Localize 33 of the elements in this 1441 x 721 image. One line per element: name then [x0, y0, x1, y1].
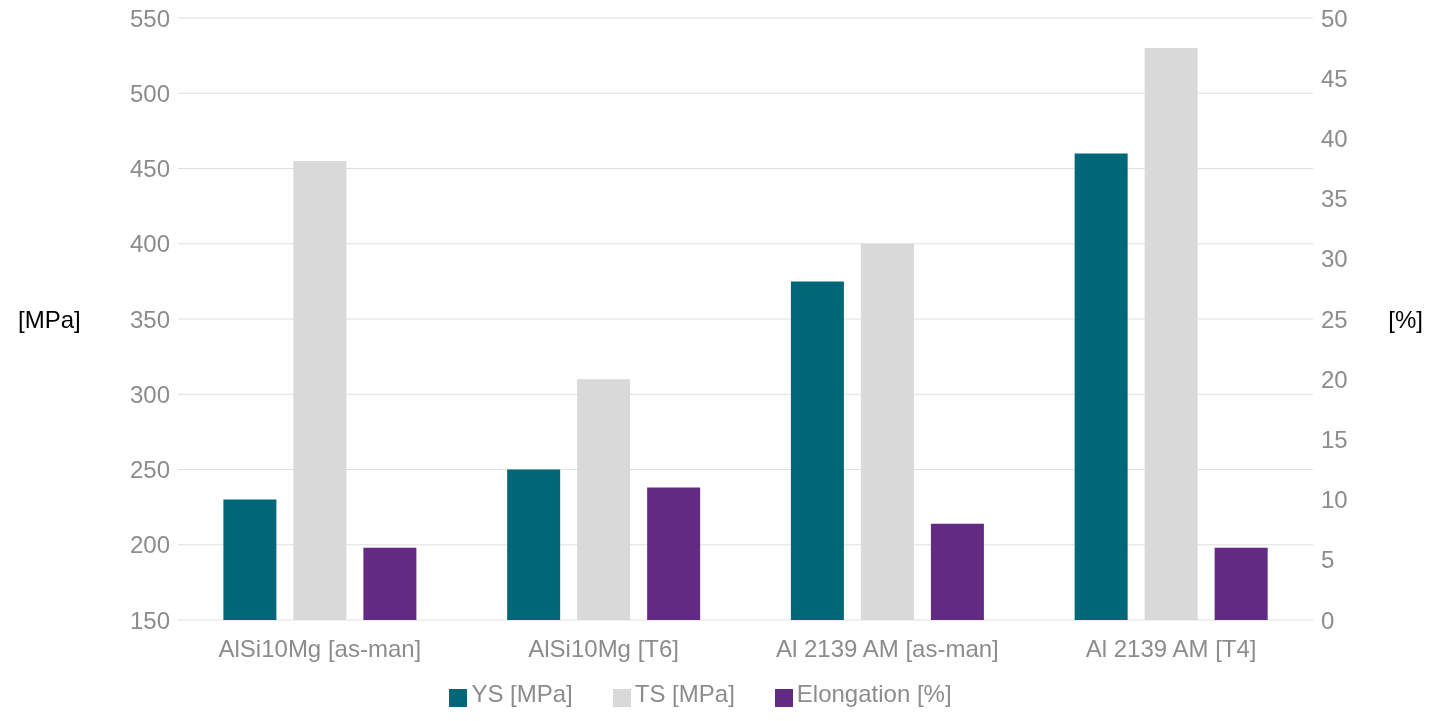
y-axis-title: [MPa] — [18, 305, 81, 333]
y2-tick-label: 50 — [1321, 4, 1348, 32]
y-tick-label: 400 — [129, 230, 170, 258]
y2-tick-label: 40 — [1321, 124, 1348, 152]
y2-tick-label: 15 — [1321, 425, 1348, 453]
bar — [647, 487, 701, 620]
y2-tick-label: 45 — [1321, 64, 1348, 92]
x-tick-label: AlSi10Mg [T6] — [528, 635, 679, 663]
y-tick-label: 150 — [129, 606, 170, 634]
bar — [930, 523, 984, 620]
y2-tick-label: 0 — [1321, 606, 1335, 634]
y-tick-label: 250 — [129, 456, 170, 484]
y2-tick-label: 30 — [1321, 245, 1348, 273]
y2-tick-label: 25 — [1321, 305, 1348, 333]
y-tick-label: 450 — [129, 155, 170, 183]
legend-label: Elongation [%] — [796, 680, 952, 707]
y-tick-label: 350 — [129, 305, 170, 333]
y-tick-label: 300 — [129, 380, 170, 408]
y2-tick-label: 5 — [1321, 546, 1335, 574]
bar — [1214, 547, 1268, 620]
x-tick-label: Al 2139 AM [T4] — [1085, 635, 1257, 663]
y2-axis-title: [%] — [1388, 305, 1423, 333]
y2-tick-label: 35 — [1321, 185, 1348, 213]
x-tick-label: AlSi10Mg [as-man] — [218, 635, 422, 663]
legend-label: TS [MPa] — [634, 680, 735, 707]
y2-tick-label: 10 — [1321, 486, 1348, 514]
y-tick-label: 500 — [129, 79, 170, 107]
legend-label: YS [MPa] — [471, 680, 573, 707]
bar — [363, 547, 417, 620]
y2-tick-label: 20 — [1321, 365, 1348, 393]
y-tick-label: 200 — [129, 531, 170, 559]
y-tick-label: 550 — [129, 4, 170, 32]
x-tick-label: Al 2139 AM [as-man] — [775, 635, 999, 663]
